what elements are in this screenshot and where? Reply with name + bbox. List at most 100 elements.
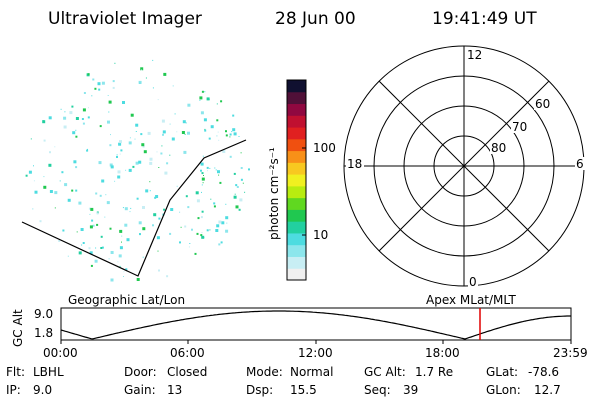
emission-pixel bbox=[138, 80, 142, 84]
label-bg-80 bbox=[490, 141, 508, 154]
emission-pixel bbox=[234, 193, 236, 195]
emission-pixel bbox=[54, 191, 58, 195]
emission-pixel bbox=[200, 169, 202, 172]
emission-pixel bbox=[157, 99, 159, 101]
emission-pixel bbox=[233, 195, 237, 199]
color-bar-scale bbox=[287, 80, 306, 281]
emission-speckles bbox=[25, 59, 250, 282]
emission-pixel bbox=[181, 131, 185, 134]
emission-pixel bbox=[200, 162, 204, 166]
label-bg-70 bbox=[511, 120, 529, 133]
emission-pixel bbox=[155, 195, 159, 198]
dsp-value: 15.5 bbox=[290, 383, 317, 397]
emission-pixel bbox=[83, 92, 86, 94]
gcalt-value: 1.7 Re bbox=[415, 365, 453, 379]
emission-pixel bbox=[179, 241, 181, 244]
emission-pixel bbox=[142, 206, 145, 209]
glon-value: 12.7 bbox=[534, 383, 561, 397]
emission-pixel bbox=[95, 247, 97, 249]
emission-pixel bbox=[169, 123, 171, 125]
emission-pixel bbox=[125, 169, 127, 171]
emission-pixel bbox=[200, 111, 204, 115]
strip-xtick-1200: 12:00 bbox=[298, 346, 333, 360]
emission-pixel bbox=[152, 87, 154, 89]
emission-pixel bbox=[94, 87, 97, 90]
emission-pixel bbox=[182, 120, 186, 124]
emission-pixel bbox=[145, 77, 147, 79]
emission-pixel bbox=[204, 128, 206, 130]
emission-pixel bbox=[203, 175, 204, 176]
emission-pixel bbox=[206, 229, 209, 232]
emission-pixel bbox=[216, 103, 218, 105]
emission-pixel bbox=[48, 116, 52, 120]
color-bar-cell bbox=[287, 91, 306, 105]
emission-pixel bbox=[208, 137, 211, 140]
emission-pixel bbox=[120, 149, 123, 152]
emission-pixel bbox=[185, 122, 187, 124]
emission-pixel bbox=[117, 170, 121, 174]
emission-pixel bbox=[128, 168, 132, 172]
emission-pixel bbox=[152, 224, 154, 227]
emission-pixel bbox=[140, 67, 144, 71]
label-bg-0 bbox=[468, 275, 478, 288]
emission-pixel bbox=[87, 73, 90, 76]
color-bar-cell bbox=[287, 127, 306, 140]
emission-pixel bbox=[204, 91, 206, 93]
emission-pixel bbox=[185, 195, 188, 198]
emission-pixel bbox=[158, 167, 160, 168]
flt-key: Flt: bbox=[6, 365, 25, 379]
emission-pixel bbox=[199, 99, 201, 101]
emission-pixel bbox=[108, 111, 110, 113]
color-bar-cell bbox=[287, 174, 306, 187]
emission-pixel bbox=[110, 278, 114, 282]
emission-pixel bbox=[248, 168, 250, 171]
emission-pixel bbox=[75, 189, 78, 192]
emission-pixel bbox=[187, 206, 190, 209]
emission-pixel bbox=[169, 232, 172, 235]
emission-pixel bbox=[82, 242, 85, 244]
color-bar-cell bbox=[287, 185, 306, 199]
emission-pixel bbox=[39, 220, 42, 223]
emission-pixel bbox=[142, 256, 144, 258]
color-bar-cell bbox=[287, 268, 306, 281]
emission-pixel bbox=[188, 246, 190, 248]
color-bar-cell bbox=[287, 115, 306, 128]
emission-pixel bbox=[107, 95, 109, 96]
emission-pixel bbox=[209, 167, 211, 169]
emission-pixel bbox=[176, 185, 178, 187]
emission-pixel bbox=[240, 178, 243, 181]
emission-pixel bbox=[34, 190, 38, 194]
emission-pixel bbox=[225, 134, 228, 137]
emission-pixel bbox=[78, 201, 82, 205]
emission-pixel bbox=[161, 145, 163, 147]
emission-pixel bbox=[189, 243, 191, 244]
emission-pixel bbox=[140, 133, 143, 136]
emission-pixel bbox=[149, 157, 153, 161]
emission-pixel bbox=[196, 199, 200, 203]
emission-pixel bbox=[99, 194, 102, 197]
emission-pixel bbox=[119, 265, 121, 267]
ip-key: IP: bbox=[6, 383, 21, 397]
orbit-strip-frame bbox=[60, 307, 572, 341]
emission-pixel bbox=[240, 152, 242, 154]
door-key: Door: bbox=[124, 365, 157, 379]
strip-xtick-0000: 00:00 bbox=[43, 346, 78, 360]
color-bar-cell bbox=[287, 256, 306, 269]
color-bar-label-100: 100 bbox=[313, 141, 336, 155]
gain-value: 13 bbox=[167, 383, 182, 397]
emission-pixel bbox=[196, 232, 199, 235]
emission-pixel bbox=[203, 118, 207, 122]
emission-pixel bbox=[170, 208, 174, 211]
color-bar-cell bbox=[287, 150, 306, 163]
emission-pixel bbox=[75, 129, 77, 131]
emission-pixel bbox=[43, 139, 46, 142]
emission-pixel bbox=[162, 133, 164, 136]
label-bg-6 bbox=[575, 157, 585, 170]
emission-pixel bbox=[97, 82, 101, 86]
emission-pixel bbox=[122, 207, 124, 209]
emission-pixel bbox=[86, 149, 89, 152]
emission-pixel bbox=[161, 119, 165, 123]
emission-pixel bbox=[242, 182, 244, 184]
emission-pixel bbox=[132, 165, 135, 168]
emission-pixel bbox=[135, 161, 139, 165]
